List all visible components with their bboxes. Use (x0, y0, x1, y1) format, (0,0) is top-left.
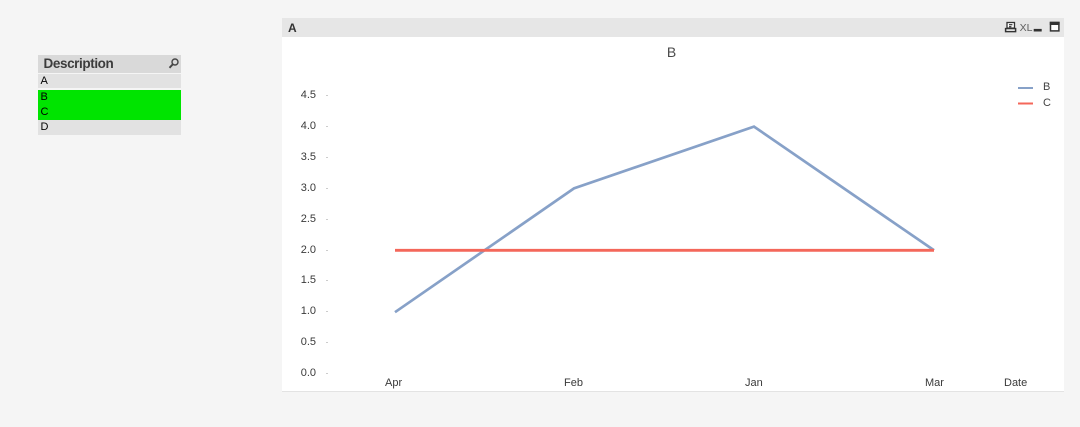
svg-text:XL: XL (1020, 22, 1033, 34)
